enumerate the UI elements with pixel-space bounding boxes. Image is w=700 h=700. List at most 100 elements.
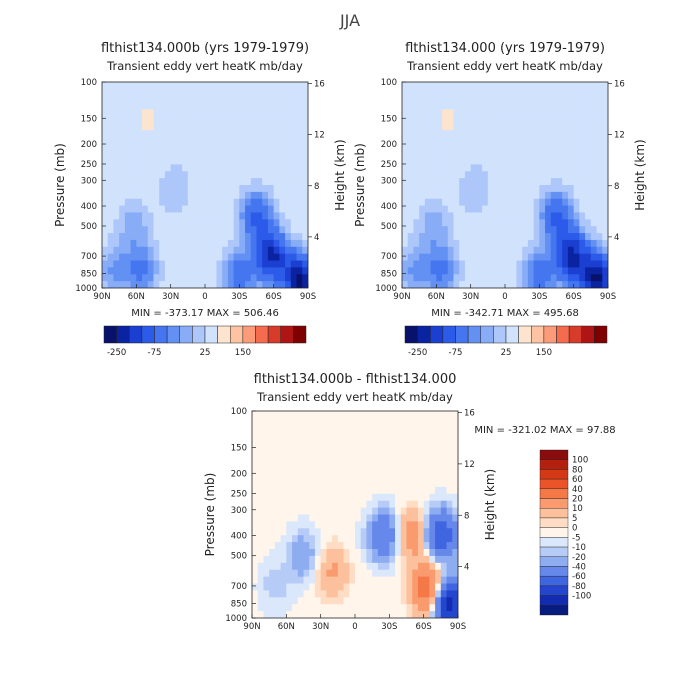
field-cell xyxy=(430,191,437,200)
field-cell xyxy=(402,219,409,227)
field-cell xyxy=(267,226,275,234)
field-cell xyxy=(406,424,413,433)
field-cell xyxy=(263,466,270,474)
field-cell xyxy=(585,253,592,262)
field-cell xyxy=(222,246,229,255)
colorbar-label: -20 xyxy=(572,553,586,563)
field-cell xyxy=(337,459,345,467)
field-cell xyxy=(176,281,183,288)
field-cell xyxy=(302,171,308,179)
field-cell xyxy=(550,239,558,248)
field-cell xyxy=(476,219,483,227)
colorbar-swatch xyxy=(539,449,569,460)
field-cell xyxy=(326,411,333,419)
field-cell xyxy=(442,253,449,262)
field-cell xyxy=(596,150,603,159)
field-cell xyxy=(452,424,458,433)
field-cell xyxy=(533,143,540,152)
field-cell xyxy=(279,150,286,159)
field-cell xyxy=(446,466,453,474)
field-cell xyxy=(417,542,425,550)
field-cell xyxy=(303,576,310,585)
field-cell xyxy=(164,260,172,268)
field-cell xyxy=(164,233,172,241)
field-cell xyxy=(233,260,240,268)
field-cell xyxy=(263,555,270,564)
field-cell xyxy=(285,233,292,241)
field-cell xyxy=(273,253,280,262)
field-cell xyxy=(435,528,442,536)
field-cell xyxy=(279,95,286,104)
field-cell xyxy=(227,281,235,288)
field-cell xyxy=(590,143,598,152)
field-cell xyxy=(292,521,299,529)
field-cell xyxy=(314,569,322,578)
field-cell xyxy=(274,459,282,467)
field-cell xyxy=(239,102,246,111)
y-right-tick-label: 16 xyxy=(614,80,625,90)
field-cell xyxy=(349,521,356,529)
field-cell xyxy=(355,417,362,426)
field-cell xyxy=(182,253,189,262)
field-cell xyxy=(193,233,200,241)
field-cell xyxy=(252,417,259,426)
field-cell xyxy=(476,205,483,214)
field-cell xyxy=(556,198,563,207)
field-cell xyxy=(320,562,327,571)
field-cell xyxy=(482,178,489,186)
field-cell xyxy=(292,528,299,536)
field-cell xyxy=(245,226,252,234)
field-cell xyxy=(136,260,143,268)
field-cell xyxy=(417,576,425,585)
field-cell xyxy=(389,514,396,522)
field-cell xyxy=(413,219,420,227)
field-cell xyxy=(285,185,292,193)
field-cell xyxy=(400,528,408,536)
field-cell xyxy=(182,82,189,90)
field-cell xyxy=(482,136,489,145)
field-cell xyxy=(124,150,132,159)
field-cell xyxy=(435,466,442,474)
field-cell xyxy=(102,239,109,248)
field-cell xyxy=(292,542,299,550)
field-cell xyxy=(573,88,580,97)
field-cell xyxy=(269,611,276,618)
field-cell xyxy=(596,157,603,165)
field-cell xyxy=(222,239,229,248)
field-cell xyxy=(400,549,408,557)
field-cell xyxy=(447,136,455,145)
field-cell xyxy=(252,528,259,536)
field-cell xyxy=(159,219,166,227)
field-cell xyxy=(285,212,292,220)
field-cell xyxy=(256,150,263,159)
field-cell xyxy=(227,253,235,262)
field-cell xyxy=(527,226,535,234)
field-cell xyxy=(320,597,327,605)
field-cell xyxy=(419,233,426,241)
field-cell xyxy=(487,150,495,159)
field-cell xyxy=(573,157,580,165)
field-cell xyxy=(222,82,229,90)
field-cell xyxy=(119,219,126,227)
field-cell xyxy=(596,123,603,131)
field-cell xyxy=(142,143,149,152)
field-cell xyxy=(482,157,489,165)
field-cell xyxy=(447,274,455,282)
field-cell xyxy=(216,185,223,193)
field-cell xyxy=(470,185,477,193)
field-cell xyxy=(602,233,608,241)
field-cell xyxy=(372,431,379,440)
field-cell xyxy=(400,535,408,543)
field-cell xyxy=(482,102,489,111)
field-cell xyxy=(262,205,269,214)
field-cell xyxy=(262,130,269,138)
field-cell xyxy=(482,267,489,275)
field-cell xyxy=(210,212,218,220)
field-cell xyxy=(556,185,563,193)
field-cell xyxy=(303,411,310,419)
field-cell xyxy=(400,493,408,502)
field-cell xyxy=(332,528,339,536)
field-cell xyxy=(320,480,327,488)
field-cell xyxy=(602,274,608,282)
field-cell xyxy=(389,473,396,481)
